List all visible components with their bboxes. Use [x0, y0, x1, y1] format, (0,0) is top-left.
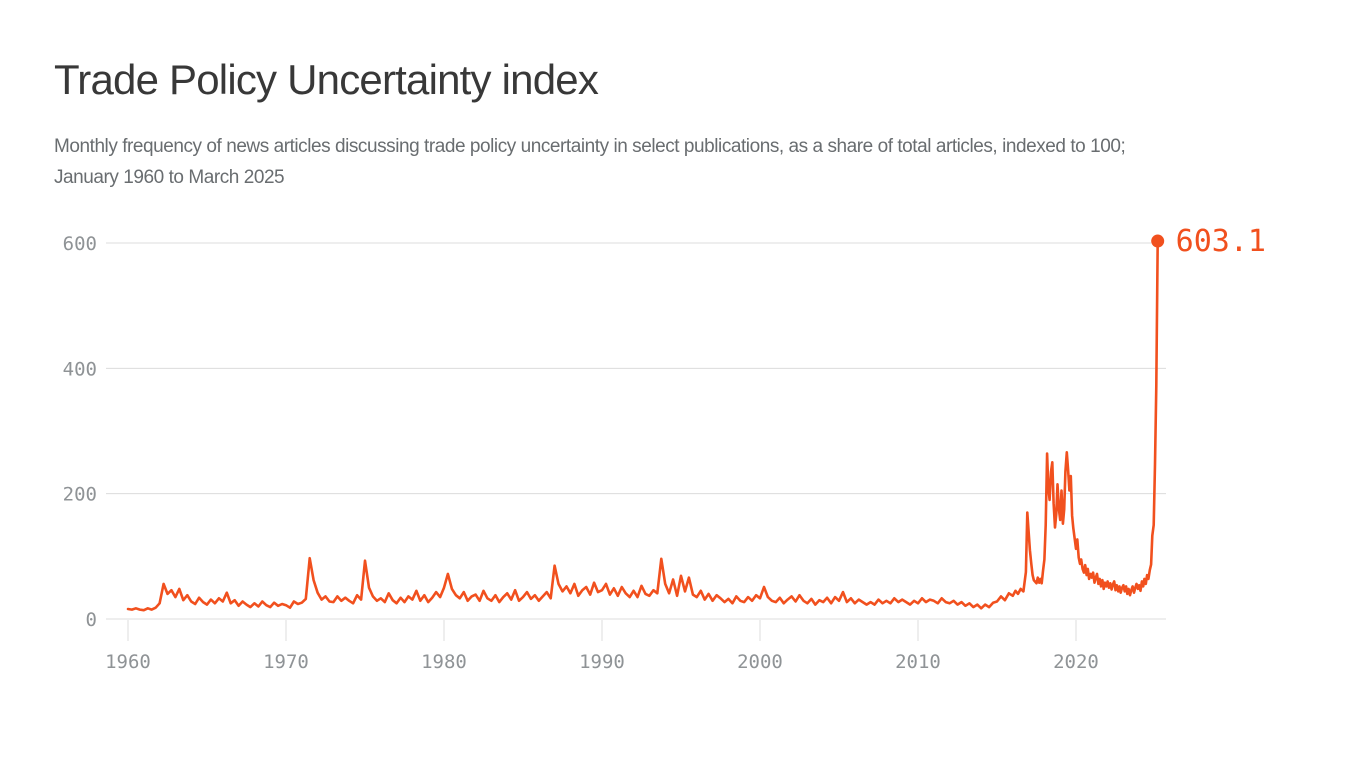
tpu-series-line [126, 239, 1159, 612]
y-axis-tick-label-400: 400 [63, 358, 97, 380]
x-axis-tick-label-1990: 1990 [579, 651, 625, 673]
x-axis-tick-label-2000: 2000 [737, 651, 783, 673]
y-axis-tick-label-200: 200 [63, 484, 97, 506]
x-axis-tick-label-2020: 2020 [1053, 651, 1099, 673]
axis-labels-group: 0 200 400 600 1960 1970 1980 1990 2000 2010 2020 [63, 233, 1099, 673]
x-axis-tick-label-2010: 2010 [895, 651, 941, 673]
x-axis-tick-label-1970: 1970 [263, 651, 309, 673]
series-group [126, 234, 1165, 612]
series-end-dot [1151, 234, 1165, 248]
gridlines-group [106, 242, 1166, 641]
y-axis-tick-label-0: 0 [86, 609, 97, 631]
chart-title: Trade Policy Uncertainty index [54, 56, 599, 103]
chart-subtitle-line-2: January 1960 to March 2025 [54, 167, 285, 188]
chart-subtitle-line-1: Monthly frequency of news articles discu… [54, 136, 1126, 157]
x-axis-tick-label-1980: 1980 [421, 651, 467, 673]
end-value-label: 603.1 [1176, 224, 1266, 259]
y-axis-tick-label-600: 600 [63, 233, 97, 255]
chart-subtitle: Monthly frequency of news articles discu… [54, 131, 1126, 193]
x-axis-tick-label-1960: 1960 [105, 651, 151, 673]
